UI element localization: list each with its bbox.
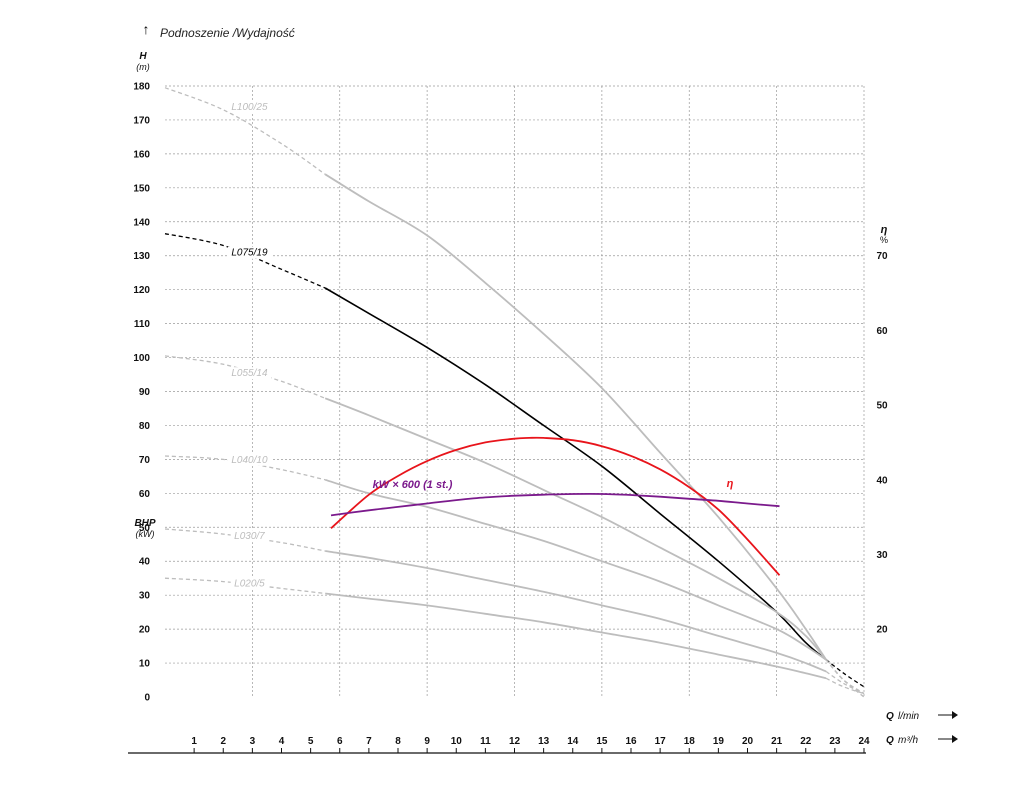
x-tick-label: 20: [742, 736, 754, 747]
eta-axis-unit: %: [880, 235, 888, 245]
series-label-bg: [230, 530, 269, 543]
x-tick-label: 15: [596, 736, 608, 747]
series-label: kW × 600 (1 st.): [373, 479, 453, 491]
x-bottom-unit: m³/h: [898, 735, 918, 746]
x-tick-label: 24: [858, 736, 870, 747]
series-label: L040/10: [231, 455, 268, 466]
y-tick-label: 150: [133, 183, 150, 194]
y-tick-label: 20: [139, 625, 151, 636]
series-label-bg: [227, 246, 272, 259]
x-tick-label: 18: [684, 736, 696, 747]
eta-tick-label: 60: [876, 326, 888, 337]
series-label: η: [727, 478, 734, 490]
y-tick-label: 30: [139, 591, 151, 602]
eta-tick-label: 70: [876, 251, 888, 262]
series-label-bg: [227, 453, 272, 466]
x-tick-label: 21: [771, 736, 783, 747]
series-label: L055/14: [231, 368, 268, 379]
up-arrow-icon: ↑: [143, 21, 150, 37]
chart-title: Podnoszenie /Wydajność: [160, 26, 295, 40]
y-axis-label: H: [139, 51, 147, 62]
series-0-line: [324, 173, 827, 661]
series-1-tail-line: [825, 659, 865, 688]
y-tick-label: 90: [139, 387, 151, 398]
series-3-dashed-line: [164, 455, 326, 481]
eta-axis-label: η: [881, 224, 888, 236]
grid: [165, 85, 865, 697]
y-tick-label: 0: [144, 693, 150, 704]
y-axis-unit: (m): [136, 62, 150, 72]
x-top-unit: l/min: [898, 711, 920, 722]
eta-tick-label: 40: [876, 475, 888, 486]
series-label-bg: [227, 100, 272, 113]
y-tick-label: 180: [133, 82, 150, 93]
x-tick-label: 6: [337, 736, 343, 747]
series-4-line: [325, 550, 827, 673]
x-tick-label: 5: [308, 736, 314, 747]
x-tick-label: 3: [250, 736, 256, 747]
series-0-dashed-line: [164, 87, 326, 175]
bhp-axis-label: BHP: [134, 518, 155, 529]
x-bottom-label: Q: [886, 735, 894, 746]
x-tick-label: 1: [191, 736, 197, 747]
x-top-label: Q: [886, 711, 894, 722]
x-tick-label: 7: [366, 736, 372, 747]
series-6-line: [330, 436, 781, 576]
series-4-tail-line: [825, 670, 865, 695]
y-tick-label: 120: [133, 285, 150, 296]
x-tick-label: 11: [480, 736, 491, 747]
series-label: L020/5: [234, 579, 265, 590]
arrow-right-icon: [938, 711, 958, 719]
series-5-dashed-line: [164, 577, 326, 595]
y-tick-label: 140: [133, 217, 150, 228]
y-tick-label: 100: [133, 353, 150, 364]
series-label: L100/25: [231, 102, 268, 113]
x-tick-label: 19: [713, 736, 725, 747]
series: [164, 87, 865, 698]
eta-tick-label: 30: [876, 550, 888, 561]
series-1-line: [324, 287, 827, 661]
series-label: L030/7: [234, 531, 265, 542]
y-tick-label: 10: [139, 659, 151, 670]
y-tick-label: 170: [133, 115, 150, 126]
y-tick-label: 40: [139, 557, 151, 568]
series-4-dashed-line: [164, 528, 326, 552]
y-tick-label: 130: [133, 251, 150, 262]
series-2-line: [324, 397, 827, 661]
x-tick-label: 2: [220, 736, 226, 747]
series-labels: L100/25 L075/19 L055/14 L040/10 L030/7 L020/5…: [227, 100, 734, 590]
series-3-line: [324, 478, 827, 661]
axes: 0102030405060708090100110120130140150160…: [128, 82, 888, 754]
series-5-line: [325, 592, 827, 680]
series-label-bg: [230, 577, 269, 590]
series-label: L075/19: [231, 248, 268, 259]
arrow-right-icon: [938, 735, 958, 743]
x-tick-label: 8: [395, 736, 401, 747]
y-tick-label: 80: [139, 421, 151, 432]
y-tick-label: 160: [133, 149, 150, 160]
bhp-axis-unit: (kW): [136, 529, 155, 539]
series-1-dashed-line: [164, 233, 326, 289]
x-tick-label: 14: [567, 736, 579, 747]
y-tick-label: 50: [139, 523, 151, 534]
x-tick-label: 4: [279, 736, 285, 747]
x-tick-label: 23: [829, 736, 841, 747]
y-tick-label: 110: [134, 319, 151, 330]
y-tick-label: 60: [139, 489, 151, 500]
x-tick-label: 10: [451, 736, 463, 747]
x-tick-label: 16: [625, 736, 637, 747]
y-tick-label: 70: [139, 455, 151, 466]
eta-tick-label: 50: [876, 401, 888, 412]
x-tick-label: 22: [800, 736, 812, 747]
eta-tick-label: 20: [876, 625, 888, 636]
x-tick-label: 12: [509, 736, 521, 747]
x-tick-label: 17: [655, 736, 667, 747]
x-tick-label: 13: [538, 736, 550, 747]
series-7-line: [330, 492, 780, 517]
x-tick-label: 9: [424, 736, 430, 747]
series-label-bg: [227, 367, 272, 380]
series-5-tail-line: [825, 677, 865, 695]
